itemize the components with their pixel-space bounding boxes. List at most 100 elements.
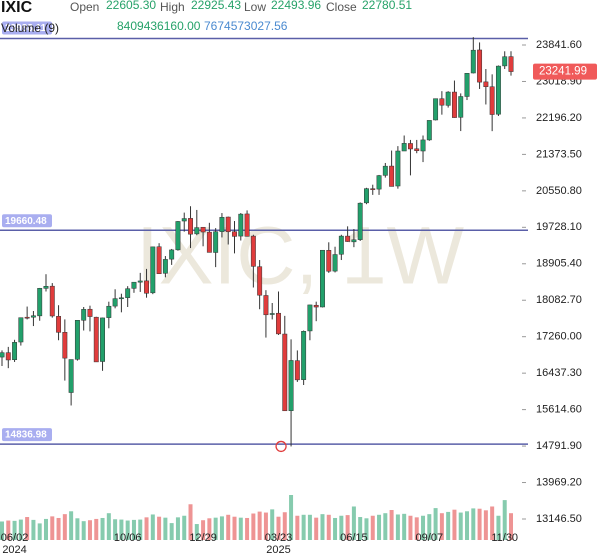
volume-bar — [295, 515, 300, 540]
volume-bar — [282, 512, 287, 540]
volume-bar — [100, 517, 105, 540]
volume-value: 8409436160.00 — [117, 19, 201, 33]
open-label: Open — [70, 0, 99, 14]
volume-bar — [446, 511, 451, 540]
candle-body — [464, 73, 470, 97]
candle-body — [382, 165, 388, 176]
volume-bar — [106, 513, 111, 540]
volume-bar — [125, 520, 130, 540]
volume-bar — [113, 519, 118, 540]
candle-body — [263, 295, 269, 316]
volume-bar — [314, 517, 319, 540]
candle-body — [301, 331, 307, 380]
candle-body — [238, 213, 244, 237]
candle-body — [0, 352, 5, 358]
close-value: 22780.51 — [362, 0, 412, 12]
candle-body — [408, 143, 413, 150]
volume-bar — [245, 517, 250, 540]
volume-bar — [502, 500, 507, 540]
candle-body — [257, 266, 263, 296]
candle-body — [364, 188, 369, 204]
candle-body — [439, 98, 445, 106]
volume-bar — [150, 514, 155, 540]
candle-body — [276, 312, 281, 335]
candle-body — [137, 280, 143, 283]
y-tick-label: 22196.20 — [536, 112, 582, 124]
volume-bar — [119, 519, 124, 540]
candle-body — [414, 148, 420, 151]
volume-bar — [509, 513, 513, 540]
volume-bar — [421, 515, 426, 540]
y-tick-label: 21373.50 — [536, 148, 582, 160]
x-tick-label: 10/06 — [114, 532, 142, 544]
volume-bar — [351, 506, 356, 540]
candle-body — [112, 298, 118, 307]
candle-body — [200, 226, 206, 233]
volume-ma-value: 7674573027.56 — [204, 19, 288, 33]
candle-body — [12, 342, 18, 360]
volume-bar — [226, 514, 231, 540]
candle-body — [5, 352, 11, 361]
volume-bar — [62, 514, 67, 540]
candle-body — [401, 143, 407, 152]
volume-bar — [175, 517, 180, 540]
candle-body — [451, 91, 457, 118]
volume-bar — [25, 517, 30, 540]
candle-body — [389, 165, 395, 187]
last-price-label: 23241.99 — [539, 66, 587, 78]
volume-bar — [138, 519, 143, 540]
volume-bar — [201, 520, 206, 540]
volume-bar — [69, 511, 74, 540]
candle-body — [495, 65, 501, 115]
y-tick-label: 18905.40 — [536, 258, 582, 270]
y-tick-label: 14791.90 — [536, 440, 582, 452]
volume-label: Volume (9) — [1, 21, 59, 35]
candle-body — [100, 317, 105, 362]
volume-bar — [439, 513, 444, 540]
level-label: 14836.98 — [5, 430, 47, 441]
volume-bar — [81, 521, 86, 540]
open-value: 22605.30 — [106, 0, 156, 12]
level-label-box — [2, 428, 52, 442]
x-tick-label: 11/30 — [491, 532, 518, 544]
volume-bar — [358, 517, 363, 540]
volume-bar — [496, 515, 501, 540]
candle-body — [56, 316, 62, 333]
candle-body — [169, 249, 175, 260]
candle-body — [18, 317, 24, 343]
volume-bar — [389, 510, 394, 540]
y-tick-label: 13969.20 — [536, 476, 582, 488]
candle-body — [357, 202, 363, 240]
candle-body — [49, 285, 55, 317]
candle-body — [106, 305, 112, 318]
volume-bar — [408, 515, 413, 540]
volume-bar — [213, 517, 218, 540]
candle-body — [74, 320, 80, 360]
plot: 23988.11 19660.48 14836.98 — [0, 21, 528, 540]
close-label: Close — [326, 0, 357, 14]
candle-body — [181, 218, 187, 222]
volume-bar — [131, 519, 136, 540]
volume-bar — [0, 521, 4, 540]
volume-bar — [37, 523, 42, 540]
high-value: 22925.43 — [191, 0, 241, 12]
candle-body — [87, 308, 93, 317]
volume-bar — [490, 506, 495, 540]
candle-body — [477, 49, 483, 83]
volume-bar — [31, 519, 36, 540]
candle-body — [131, 281, 137, 289]
candle-body — [445, 91, 451, 106]
y-tick-label: 17260.00 — [536, 331, 582, 343]
y-tick-label: 23841.60 — [536, 39, 582, 51]
candle-body — [206, 231, 212, 253]
candle-body — [370, 188, 376, 190]
volume-bar — [458, 512, 463, 540]
x-tick-label: 09/07 — [416, 532, 444, 544]
candle-body — [162, 259, 168, 274]
watermark: IXIC, 1W — [136, 211, 465, 302]
volume-bar — [182, 515, 187, 540]
candle-body — [502, 56, 508, 67]
volume-bar — [157, 516, 162, 540]
high-label: High — [160, 0, 185, 14]
